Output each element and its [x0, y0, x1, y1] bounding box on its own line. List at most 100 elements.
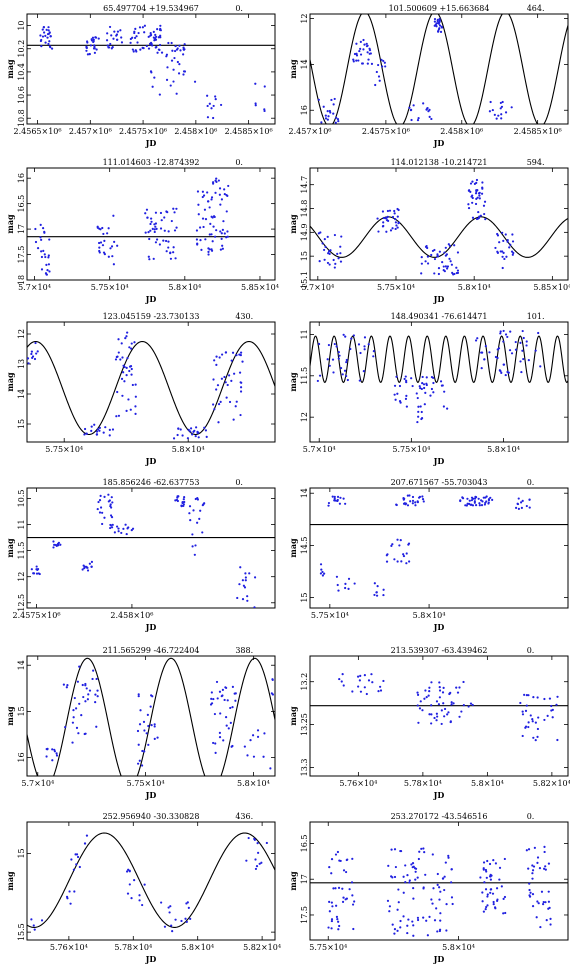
data-point — [423, 403, 426, 406]
data-point — [223, 375, 226, 379]
data-point — [459, 499, 462, 502]
panel-title: 252.956940 -30.330828 — [103, 812, 200, 821]
data-point — [132, 50, 135, 53]
data-point — [438, 681, 441, 684]
data-point — [149, 222, 152, 226]
data-point — [347, 577, 351, 580]
data-point — [388, 905, 391, 908]
data-point — [399, 401, 402, 404]
plot-frame — [26, 655, 276, 777]
data-point — [83, 427, 87, 431]
data-point — [342, 333, 345, 336]
data-point — [395, 375, 398, 378]
data-point — [137, 762, 140, 765]
data-point — [234, 699, 237, 702]
data-point — [208, 206, 211, 209]
data-point — [504, 233, 507, 236]
data-point — [395, 503, 398, 506]
data-point — [334, 121, 337, 124]
data-point — [436, 872, 439, 876]
data-point — [504, 373, 507, 377]
data-point — [178, 44, 181, 47]
data-point — [214, 98, 217, 101]
data-point — [327, 501, 331, 505]
data-point — [428, 713, 431, 716]
data-point — [244, 576, 247, 579]
data-point — [338, 354, 341, 357]
data-point — [417, 415, 420, 418]
data-point — [195, 426, 198, 429]
data-point — [144, 231, 147, 234]
data-point — [36, 247, 40, 250]
data-point — [393, 384, 397, 387]
data-point — [366, 51, 369, 54]
data-point — [547, 862, 551, 865]
model-curve — [27, 657, 275, 776]
data-point — [154, 33, 157, 36]
x-tick-label: 5.75×10⁴ — [45, 445, 83, 454]
data-point — [391, 543, 394, 546]
data-point — [501, 250, 504, 253]
data-point — [416, 693, 420, 697]
x-axis-label: JD — [145, 622, 157, 632]
data-point — [214, 742, 217, 745]
data-point — [471, 201, 474, 204]
data-point — [234, 692, 237, 695]
data-point — [104, 426, 107, 429]
data-point — [158, 93, 161, 96]
data-point — [536, 727, 540, 731]
data-point — [119, 358, 122, 361]
data-point — [44, 41, 47, 44]
data-point — [330, 927, 333, 930]
data-point — [427, 694, 430, 697]
data-point — [384, 217, 387, 220]
data-point — [476, 337, 479, 340]
data-point — [116, 244, 119, 247]
plot-area — [310, 14, 568, 124]
data-point — [175, 207, 178, 210]
data-point — [116, 30, 120, 33]
data-point — [229, 721, 232, 724]
data-point — [355, 59, 358, 62]
data-point — [521, 713, 525, 716]
data-point — [536, 856, 540, 859]
data-point — [98, 499, 102, 502]
data-point — [112, 214, 115, 217]
data-point — [502, 251, 505, 254]
data-point — [327, 343, 330, 347]
data-point — [330, 872, 333, 875]
data-point — [188, 512, 191, 515]
data-point — [485, 876, 488, 879]
data-point — [323, 238, 326, 241]
data-point — [441, 261, 444, 264]
data-point — [204, 429, 208, 432]
data-point — [86, 40, 89, 43]
data-point — [170, 59, 174, 62]
data-point — [422, 500, 425, 503]
data-point — [167, 246, 170, 249]
y-tick-label: 11 — [300, 329, 309, 339]
data-point — [110, 526, 114, 529]
data-point — [474, 504, 478, 507]
data-point — [40, 45, 43, 48]
data-point — [172, 437, 176, 440]
data-point — [130, 529, 133, 532]
data-point — [121, 356, 124, 359]
data-point — [127, 868, 130, 871]
data-point — [53, 543, 56, 546]
data-point — [34, 240, 38, 244]
data-point — [156, 736, 159, 739]
data-point — [391, 227, 394, 230]
data-point — [64, 726, 67, 729]
data-point — [83, 433, 86, 436]
data-point — [134, 405, 137, 408]
data-point — [441, 691, 445, 694]
data-point — [506, 370, 509, 374]
data-point — [393, 932, 396, 935]
data-point — [365, 42, 368, 45]
data-point — [420, 256, 423, 259]
data-point — [155, 35, 158, 38]
data-point — [92, 47, 96, 50]
data-point — [41, 28, 44, 31]
data-point — [547, 890, 550, 893]
